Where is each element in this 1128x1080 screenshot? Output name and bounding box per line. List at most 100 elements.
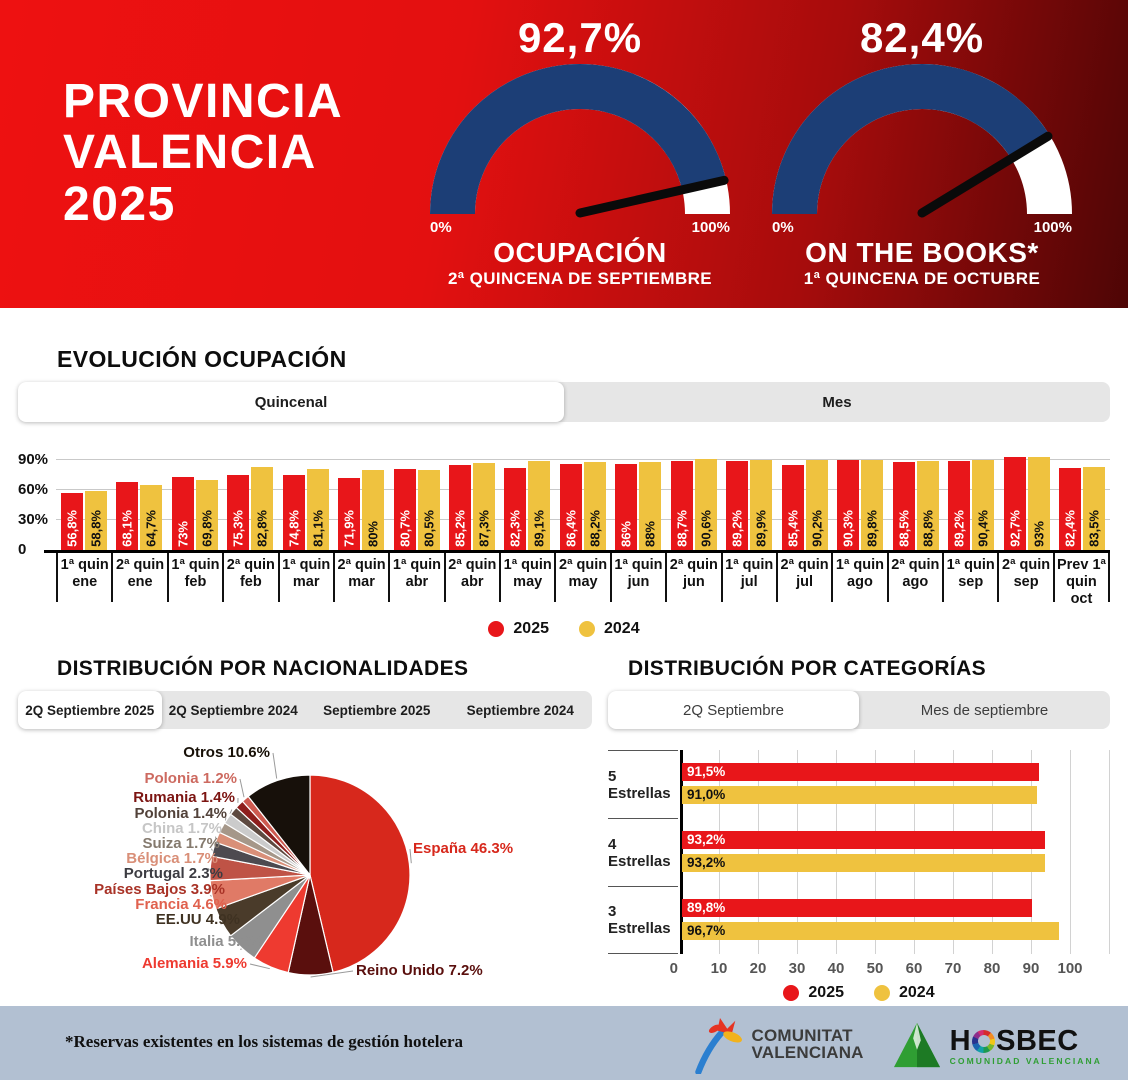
evolution-tabbar: Quincenal Mes xyxy=(18,382,1110,422)
bar-2024: 90,4% xyxy=(972,459,995,550)
pie-label-francia: Francia 4.6% xyxy=(135,896,227,913)
bar-2024: 93,2% xyxy=(682,854,1046,872)
bar-group: 85,2% 87,3% xyxy=(444,462,499,550)
page-title-line1: PROVINCIA xyxy=(63,75,344,128)
gauge-ocupacion-title: OCUPACIÓN xyxy=(493,237,667,268)
tab-quincenal[interactable]: Quincenal xyxy=(18,382,564,422)
bar-group: 56,8% 58,8% xyxy=(56,491,111,550)
bar-2024: 88% xyxy=(639,462,662,550)
pie-label-suiza: Suiza 1.7% xyxy=(142,835,220,852)
x-axis-line xyxy=(44,550,1110,553)
y-axis-tick: 30% xyxy=(18,511,49,528)
bar-2025: 93,2% xyxy=(682,831,1046,849)
x-axis-tick: 30 xyxy=(788,960,806,977)
bar-value-label: 82,8% xyxy=(254,510,270,547)
tab-septiembre-2025[interactable]: Septiembre 2025 xyxy=(323,702,431,718)
bar-value-label: 89,9% xyxy=(753,510,769,547)
gridline xyxy=(797,750,798,954)
bar-value-label: 80,5% xyxy=(421,510,437,547)
bar-value-label: 80% xyxy=(365,520,381,547)
bar-2024: 80% xyxy=(362,470,385,550)
categories-bar-chart: 5 Estrellas 91,5% 91,0% 4 Estrellas 93,2% 93,… xyxy=(608,750,1110,990)
y-axis-tick: 60% xyxy=(18,481,49,498)
category-label: 1ª quin ago xyxy=(831,553,886,602)
pie-label-espa-a: España 46.3% xyxy=(413,840,514,857)
bar-value-label: 83,5% xyxy=(1086,510,1102,547)
bar-value-label: 64,7% xyxy=(143,510,159,547)
category-label: 2ª quin abr xyxy=(443,553,499,602)
bar-group: 86% 88% xyxy=(611,462,666,550)
category-label: Prev 1ª quin oct xyxy=(1052,553,1111,607)
pie-label-rumania: Rumania 1.4% xyxy=(133,789,235,806)
x-axis-tick: 0 xyxy=(669,960,678,977)
evolution-legend: 2025 2024 xyxy=(0,620,1128,638)
bar-2025: 86,4% xyxy=(559,463,582,550)
category-label: 1ª quin feb xyxy=(166,553,222,602)
bar-2025: 56,8% xyxy=(60,493,83,550)
tab-septiembre-2024[interactable]: Septiembre 2024 xyxy=(466,702,574,718)
page-title: PROVINCIA VALENCIA 2025 xyxy=(63,76,343,230)
tab-2q-septiembre-2024[interactable]: 2Q Septiembre 2024 xyxy=(168,702,298,718)
pie-label-portugal: Portugal 2.3% xyxy=(123,865,223,882)
tab-mes-de-septiembre[interactable]: Mes de septiembre xyxy=(920,701,1049,719)
bar-group: 75,3% 82,8% xyxy=(222,467,277,550)
category-label: 2ª quin may xyxy=(554,553,609,602)
tab-mes[interactable]: Mes xyxy=(822,393,852,411)
bar-2025: 82,4% xyxy=(1059,467,1082,550)
bar-group: 82,4% 83,5% xyxy=(1054,466,1109,550)
bar-2025: 89,2% xyxy=(726,460,749,550)
pie-label-italia: Italia 5.2% xyxy=(189,933,262,950)
bar-2025: 88,5% xyxy=(892,461,915,550)
x-axis-tick: 50 xyxy=(866,960,884,977)
bar-2024: 91,0% xyxy=(682,786,1037,804)
bar-2024: 82,8% xyxy=(251,467,274,550)
legend-2024-dot xyxy=(874,985,890,1001)
bar-2025: 74,8% xyxy=(282,475,305,550)
bar-group: 82,3% 89,1% xyxy=(500,460,555,550)
pie-slice-España xyxy=(309,774,411,974)
bar-2024: 80,5% xyxy=(417,469,440,550)
bar-value-label: 81,1% xyxy=(310,510,326,547)
pie-leader-line xyxy=(249,963,270,970)
bar-group: 74,8% 81,1% xyxy=(278,468,333,550)
pie-leader-line xyxy=(229,809,233,815)
hosbec-text: H SBEC COMUNIDAD VALENCIANA xyxy=(950,1025,1102,1066)
y-axis-tick: 0 xyxy=(18,541,27,558)
bar-2025: 85,4% xyxy=(781,464,804,550)
bar-value-label: 73% xyxy=(175,520,191,547)
bar-value-label: 88,7% xyxy=(674,510,690,547)
gauge-ocupacion-dial xyxy=(430,64,730,218)
legend-2024-label: 2024 xyxy=(604,620,640,637)
bar-group: 85,4% 90,2% xyxy=(777,459,832,550)
y-axis-line xyxy=(680,750,683,954)
category-label: 2ª quin jul xyxy=(775,553,831,602)
gridline xyxy=(56,519,1110,520)
bar-value-label: 88,8% xyxy=(920,510,936,547)
bar-2024: 96,7% xyxy=(682,922,1060,940)
bar-group: 92,7% 93% xyxy=(999,457,1054,550)
bar-2025: 89,8% xyxy=(682,899,1033,917)
pie-label-pa-ses-bajos: Países Bajos 3.9% xyxy=(94,881,225,898)
pie-leader-line xyxy=(310,970,354,978)
x-axis-tick: 90 xyxy=(1022,960,1040,977)
bar-group: 73% 69,8% xyxy=(167,477,222,550)
category-label: 2ª quin jun xyxy=(665,553,720,602)
legend-2025: 2025 xyxy=(783,984,844,1002)
nationalities-heading: DISTRIBUCIÓN POR NACIONALIDADES xyxy=(57,657,469,680)
tab-2q-septiembre[interactable]: 2Q Septiembre xyxy=(608,691,859,729)
tab-2q-septiembre-2025[interactable]: 2Q Septiembre 2025 xyxy=(18,691,162,729)
gridline xyxy=(914,750,915,954)
category-label: 1ª quin mar xyxy=(277,553,333,602)
bar-value-label: 75,3% xyxy=(230,510,246,547)
x-axis-tick: 10 xyxy=(710,960,728,977)
bar-group: 90,3% 89,8% xyxy=(833,459,888,550)
gauge-min-label: 0% xyxy=(430,219,452,236)
gridline xyxy=(836,750,837,954)
bar-value-label: 89,2% xyxy=(951,510,967,547)
legend-2024-label: 2024 xyxy=(899,984,935,1001)
bar-value-label: 58,8% xyxy=(88,510,104,547)
bar-group: 88,5% 88,8% xyxy=(888,461,943,550)
palm-tree-icon xyxy=(695,1018,743,1074)
bar-value-label: 82,4% xyxy=(1062,510,1078,547)
bar-2024: 88,8% xyxy=(916,461,939,550)
